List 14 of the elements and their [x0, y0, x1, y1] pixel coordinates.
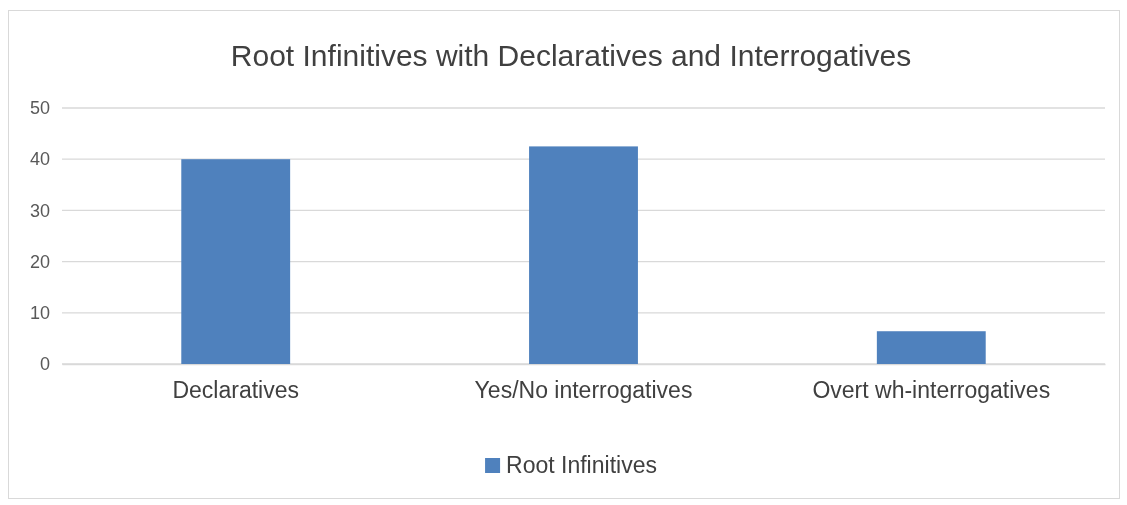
y-tick-label: 50 [29, 98, 50, 119]
y-tick-label: 0 [39, 354, 50, 375]
x-tick-label: Declaratives [172, 377, 299, 404]
x-tick-label: Overt wh-interrogatives [812, 377, 1051, 404]
x-tick-label: Yes/No interrogatives [474, 377, 693, 404]
y-tick-label: 30 [29, 200, 50, 221]
legend-label: Root Infinitives [506, 452, 657, 478]
y-tick-label: 10 [29, 303, 50, 324]
bar [876, 331, 986, 364]
y-tick-label: 40 [29, 149, 50, 170]
y-tick-label: 20 [29, 251, 50, 272]
bar [181, 159, 291, 364]
bar [529, 146, 638, 364]
chart-title: Root Infinitives with Declaratives and Interrogatives [230, 39, 912, 72]
